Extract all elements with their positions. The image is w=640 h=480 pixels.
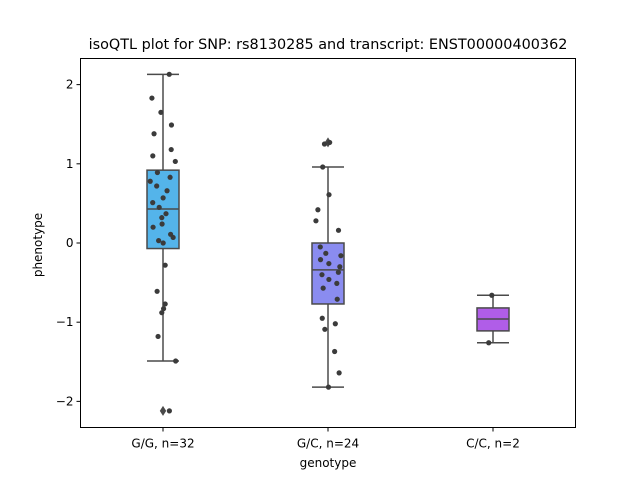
data-point [164, 188, 170, 194]
y-ticks: −2 −1 0 1 2 [56, 78, 81, 408]
x-tick-label: G/G, n=32 [131, 437, 194, 451]
y-axis-label: phenotype [31, 213, 45, 277]
data-point [155, 333, 161, 340]
outlier-marker [159, 405, 167, 416]
plot-layer [146, 71, 510, 416]
data-point [489, 292, 495, 298]
data-point [167, 174, 173, 180]
data-point [172, 158, 178, 165]
data-point [319, 272, 325, 278]
data-point [170, 234, 176, 241]
data-point [154, 288, 160, 294]
data-point [160, 240, 166, 246]
data-point [322, 326, 328, 332]
y-tick-label: 0 [66, 236, 74, 250]
data-point [173, 358, 179, 364]
data-point [150, 200, 156, 206]
data-point [317, 257, 324, 263]
plot-frame [80, 58, 576, 428]
data-point [166, 71, 172, 77]
genotype-group [311, 137, 345, 390]
data-point [150, 224, 156, 230]
data-point [166, 408, 172, 414]
data-point [160, 306, 167, 312]
data-point [147, 178, 153, 184]
genotype-group [476, 292, 510, 346]
y-tick-label: 2 [66, 78, 74, 92]
data-point [151, 131, 157, 137]
data-point [156, 238, 162, 244]
x-tick-label: C/C, n=2 [466, 437, 520, 451]
data-point [159, 221, 165, 227]
x-axis-label: genotype [300, 456, 357, 470]
data-point [321, 141, 328, 147]
data-point [320, 285, 326, 291]
data-point [337, 264, 343, 270]
data-point [163, 211, 169, 217]
x-ticks: G/G, n=32 G/C, n=24 C/C, n=2 [131, 427, 520, 451]
y-tick-label: −1 [56, 315, 74, 329]
data-point [325, 384, 332, 390]
data-point [149, 95, 155, 101]
data-point [327, 139, 333, 146]
data-point [159, 310, 165, 316]
y-tick-label: −2 [56, 394, 74, 408]
data-point [154, 183, 160, 189]
data-point [150, 153, 156, 159]
data-point [326, 276, 332, 283]
data-point [159, 215, 165, 221]
data-point [315, 207, 321, 213]
data-point [158, 109, 164, 115]
data-point [168, 122, 175, 128]
genotype-group [146, 71, 180, 416]
data-point [323, 250, 329, 256]
data-point [320, 164, 326, 170]
y-tick-label: 1 [66, 157, 74, 171]
data-point [334, 296, 340, 302]
data-point [335, 227, 342, 233]
data-point [332, 321, 338, 327]
data-point [335, 269, 341, 275]
data-point [334, 280, 340, 286]
data-point [317, 244, 323, 250]
data-point [162, 262, 168, 268]
data-point [332, 348, 338, 355]
data-point [336, 370, 342, 376]
data-point [160, 195, 166, 201]
data-point [154, 169, 161, 176]
chart-title: isoQTL plot for SNP: rs8130285 and trans… [89, 37, 568, 53]
data-point [326, 192, 332, 198]
data-point [162, 301, 168, 307]
data-point [156, 204, 162, 210]
data-point [319, 315, 325, 321]
data-point [326, 260, 332, 267]
data-point [486, 340, 492, 346]
x-tick-label: G/C, n=24 [297, 437, 359, 451]
data-point [338, 253, 344, 259]
data-point [168, 146, 174, 153]
data-point [313, 218, 319, 224]
